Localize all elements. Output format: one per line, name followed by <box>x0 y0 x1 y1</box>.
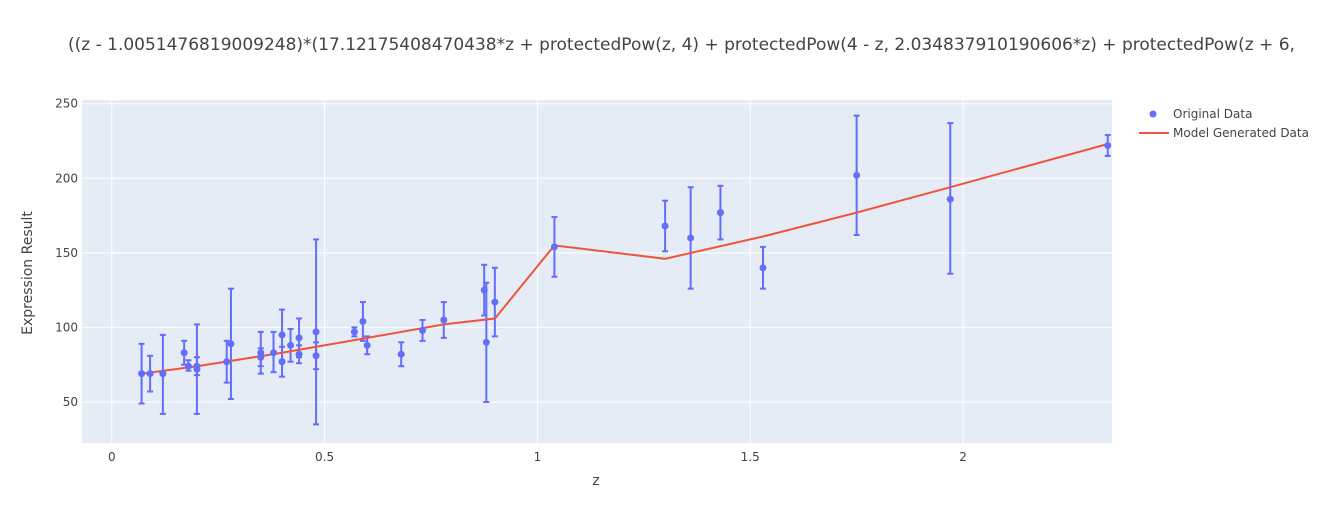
data-point[interactable] <box>287 341 295 349</box>
data-point[interactable] <box>946 195 954 203</box>
data-point[interactable] <box>278 358 286 366</box>
data-point[interactable] <box>146 370 154 378</box>
model-generated-data-line <box>141 143 1108 375</box>
data-point[interactable] <box>480 286 488 294</box>
legend-item-model-generated-data[interactable]: Model Generated Data <box>1139 126 1309 140</box>
original-data-markers <box>138 141 1112 378</box>
y-tick-label: 250 <box>55 97 78 111</box>
data-point[interactable] <box>227 340 235 348</box>
data-point[interactable] <box>359 317 367 325</box>
data-point[interactable] <box>1104 141 1112 149</box>
data-point[interactable] <box>440 316 448 324</box>
data-point[interactable] <box>270 349 278 357</box>
data-point[interactable] <box>278 331 286 339</box>
data-point[interactable] <box>350 328 358 336</box>
data-point[interactable] <box>397 350 405 358</box>
legend-marker-original-data <box>1149 110 1157 118</box>
data-point[interactable] <box>312 352 320 360</box>
legend-label-model-generated-data: Model Generated Data <box>1173 126 1309 140</box>
legend-item-original-data[interactable]: Original Data <box>1149 107 1253 121</box>
data-point[interactable] <box>138 370 146 378</box>
y-tick-label: 150 <box>55 246 78 260</box>
legend-label-original-data: Original Data <box>1173 107 1252 121</box>
data-point[interactable] <box>418 326 426 334</box>
data-point[interactable] <box>312 328 320 336</box>
legend[interactable]: Original Data Model Generated Data <box>1139 107 1309 140</box>
data-point[interactable] <box>482 338 490 346</box>
x-tick-label: 0.5 <box>315 450 334 464</box>
x-tick-label: 1.5 <box>741 450 760 464</box>
data-point[interactable] <box>295 334 303 342</box>
y-tick-label: 50 <box>63 395 78 409</box>
data-point[interactable] <box>853 171 861 179</box>
x-tick-label: 2 <box>959 450 967 464</box>
x-axis-ticks: 0 0.5 1 1.5 2 <box>108 450 967 464</box>
data-point[interactable] <box>716 209 724 217</box>
data-point[interactable] <box>550 243 558 251</box>
data-point[interactable] <box>491 298 499 306</box>
grid-lines <box>82 100 1112 443</box>
x-tick-label: 0 <box>108 450 116 464</box>
x-axis-title: z <box>592 473 599 489</box>
data-point[interactable] <box>193 362 201 370</box>
data-point[interactable] <box>759 264 767 272</box>
data-point[interactable] <box>159 370 167 378</box>
y-axis-title: Expression Result <box>20 211 36 335</box>
data-point[interactable] <box>257 353 265 361</box>
y-tick-label: 200 <box>55 171 78 185</box>
y-axis-ticks: 50 100 150 200 250 <box>55 97 78 409</box>
y-tick-label: 100 <box>55 320 78 334</box>
x-tick-label: 1 <box>534 450 542 464</box>
data-point[interactable] <box>184 362 192 370</box>
data-point[interactable] <box>180 349 188 357</box>
plot-area <box>82 100 1112 443</box>
chart-title: ((z - 1.0051476819009248)*(17.1217540847… <box>68 35 1295 55</box>
data-point[interactable] <box>661 222 669 230</box>
data-point[interactable] <box>687 234 695 242</box>
data-point[interactable] <box>295 350 303 358</box>
data-point[interactable] <box>223 358 231 366</box>
data-point[interactable] <box>363 341 371 349</box>
